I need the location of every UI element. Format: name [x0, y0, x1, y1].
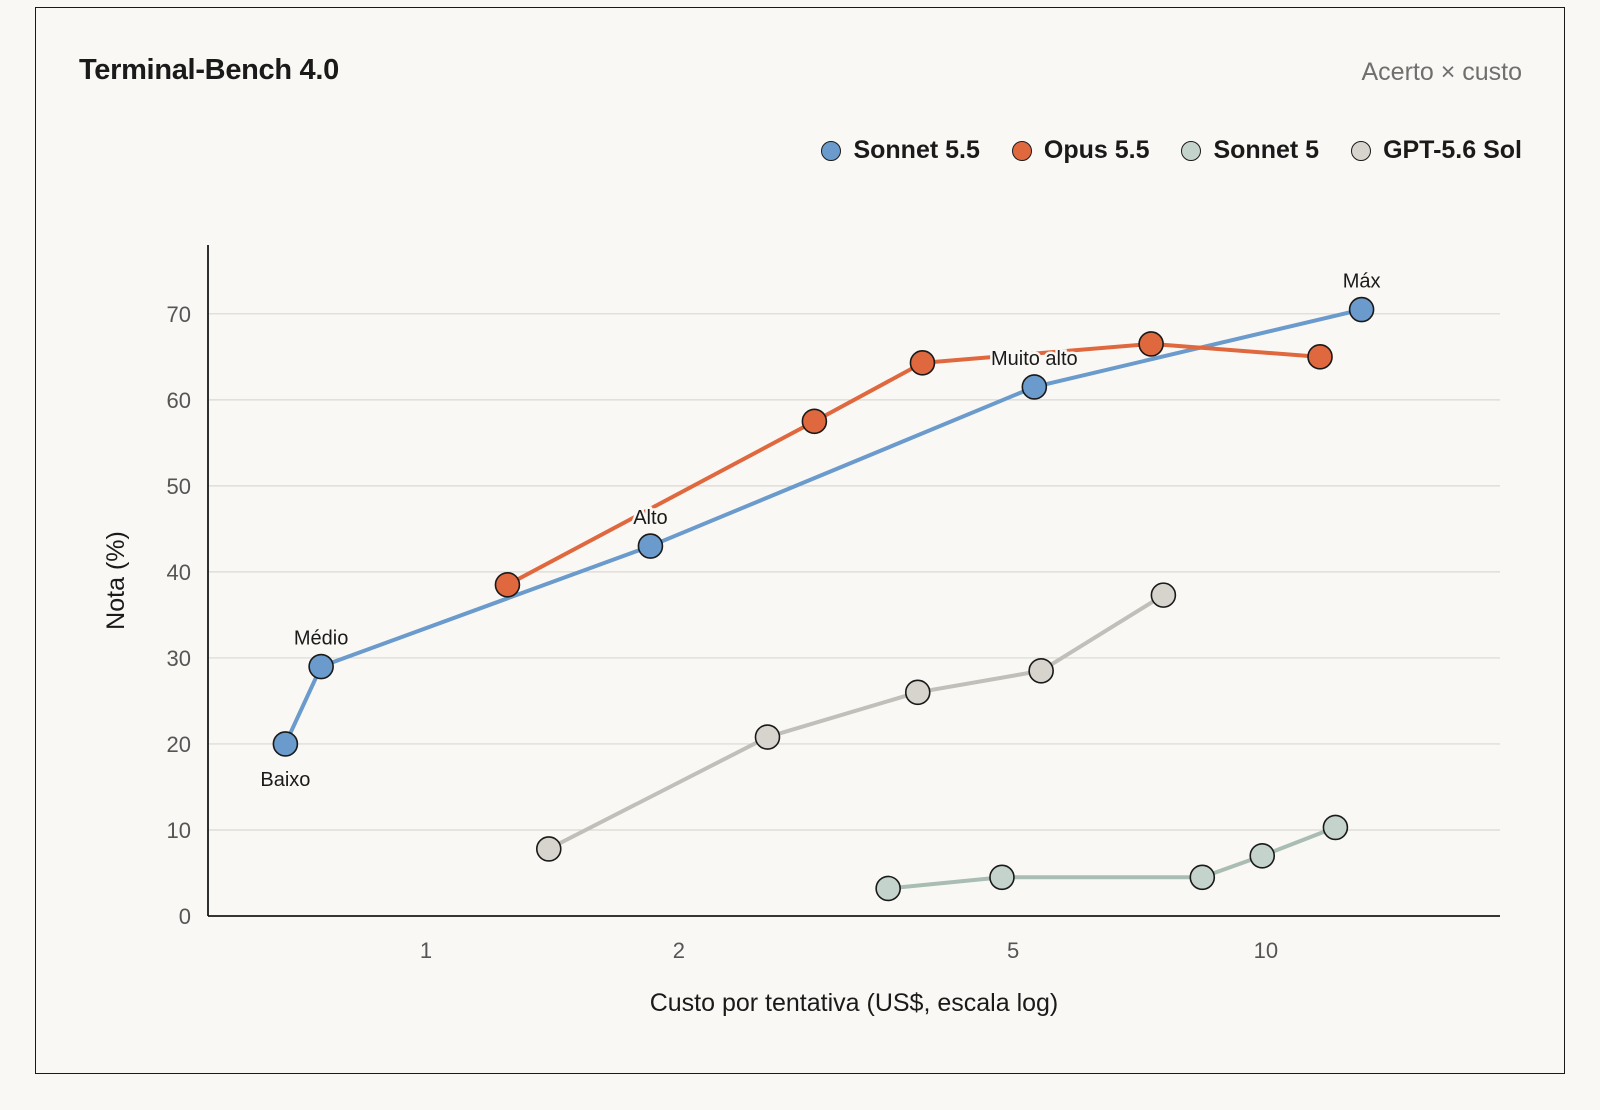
data-point	[1348, 296, 1375, 323]
legend-swatch	[1351, 140, 1372, 161]
series-line	[283, 307, 1363, 745]
y-tick-label: 40	[167, 560, 191, 585]
data-point	[801, 408, 828, 435]
data-point	[1021, 374, 1048, 400]
y-tick-label: 20	[167, 732, 191, 757]
point-label: Muito alto	[991, 348, 1078, 370]
x-tick-label: 2	[673, 938, 685, 963]
data-point	[494, 572, 521, 598]
data-point	[535, 836, 562, 862]
point-label: Baixo	[260, 769, 310, 791]
point-label: Médio	[294, 628, 348, 650]
chart-title: Terminal-Bench 4.0	[79, 54, 339, 86]
y-tick-label: 30	[167, 646, 191, 671]
x-tick-label: 1	[420, 938, 432, 963]
data-point	[1249, 842, 1276, 869]
x-axis-title: Custo por tentativa (US$, escala log)	[650, 989, 1059, 1017]
x-tick-label: 5	[1007, 938, 1019, 963]
legend-item-gpt-5-6-sol: GPT-5.6 Sol	[1351, 136, 1522, 165]
data-point	[904, 679, 931, 706]
chart-subtitle: Acerto × custo	[1361, 58, 1523, 86]
y-tick-label: 60	[167, 388, 191, 413]
data-point	[1138, 331, 1164, 357]
data-point	[1150, 582, 1177, 608]
y-axis-title: Nota (%)	[102, 531, 130, 630]
legend-item-opus-5-5: Opus 5.5	[1011, 136, 1150, 165]
legend-label: GPT-5.6 Sol	[1383, 136, 1522, 164]
series-line	[547, 593, 1165, 851]
data-point	[875, 875, 901, 902]
data-point	[989, 864, 1015, 891]
legend-item-sonnet-5: Sonnet 5	[1181, 136, 1319, 165]
data-point	[1189, 864, 1216, 891]
data-point	[1322, 814, 1349, 841]
x-tick-label: 10	[1254, 938, 1278, 963]
legend-label: Opus 5.5	[1043, 136, 1150, 164]
data-point	[272, 731, 299, 757]
data-point	[754, 724, 781, 750]
y-tick-label: 10	[167, 818, 191, 843]
data-point	[1028, 658, 1054, 684]
chart-card: Terminal-Bench 4.0 Acerto × custo Sonnet…	[35, 7, 1565, 1074]
legend-swatch	[1181, 140, 1202, 161]
y-tick-label: 0	[179, 904, 191, 929]
data-point	[637, 533, 664, 559]
point-label: Alto	[633, 507, 667, 529]
data-point	[1307, 344, 1333, 370]
legend-swatch	[821, 140, 842, 161]
legend-item-sonnet-5-5: Sonnet 5.5	[821, 136, 980, 165]
legend: Sonnet 5.5 Opus 5.5 Sonnet 5 GPT-5.6 Sol	[821, 136, 1522, 165]
data-point	[308, 653, 334, 680]
y-tick-label: 70	[167, 302, 191, 327]
point-label: Máx	[1343, 271, 1381, 293]
legend-swatch	[1011, 140, 1032, 161]
data-point	[909, 350, 936, 376]
legend-label: Sonnet 5.5	[853, 136, 980, 164]
legend-label: Sonnet 5	[1213, 136, 1320, 164]
y-tick-label: 50	[167, 474, 191, 499]
series-line	[506, 341, 1321, 587]
